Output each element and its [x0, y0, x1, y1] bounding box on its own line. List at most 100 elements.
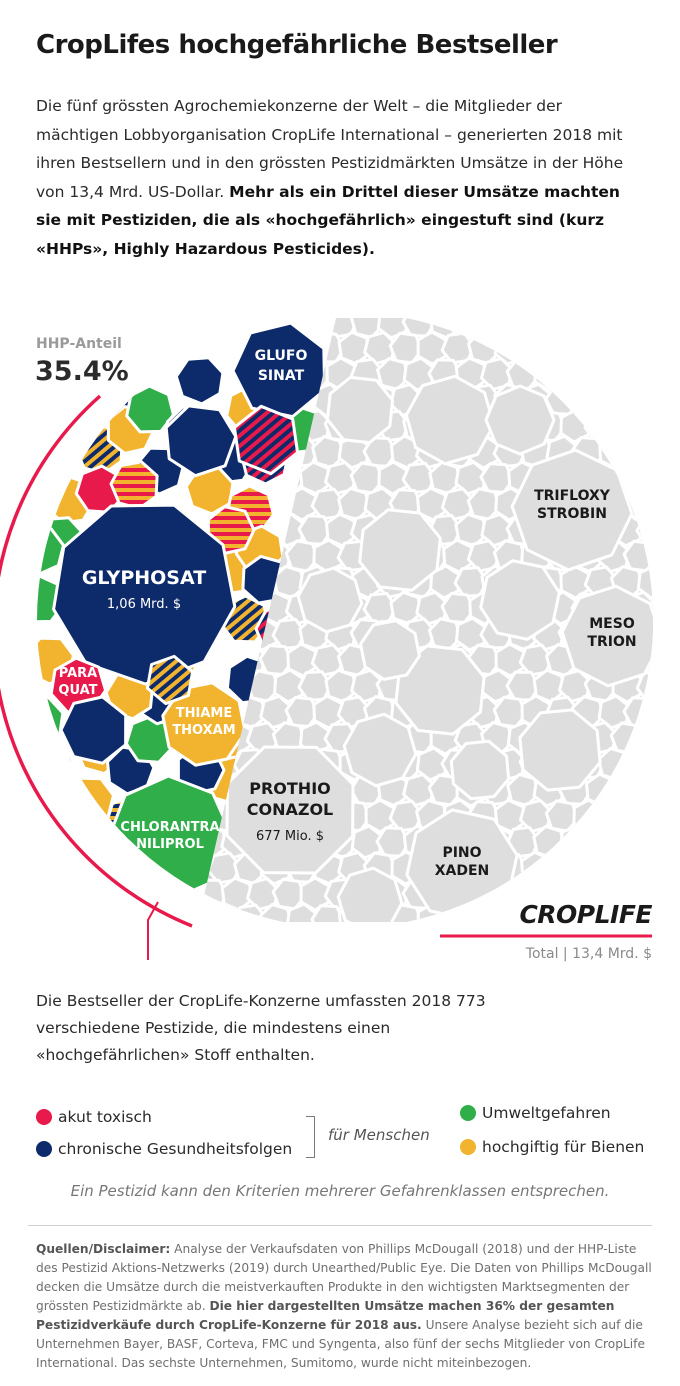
non-hhp-cell — [635, 514, 653, 546]
non-hhp-cell — [622, 435, 653, 469]
hhp-cell — [109, 460, 159, 511]
non-hhp-cell — [507, 318, 539, 340]
non-hhp-cell — [611, 824, 643, 860]
label-thiamethoxam-l2: THOXAM — [172, 723, 235, 738]
hhp-cell — [164, 404, 238, 478]
sources-text-2: Unsere Analyse bezieht sich auf die Unte… — [36, 1318, 645, 1370]
non-hhp-cell — [518, 708, 602, 792]
non-hhp-cell — [510, 448, 634, 572]
legend-item-chronisch: chronische Gesundheitsfolgen — [36, 1140, 292, 1158]
hhp-cell — [125, 384, 175, 434]
non-hhp-cell — [572, 798, 604, 834]
hhp-cell — [37, 574, 65, 624]
label-chlorantraniliprol: CHLORANTRA NILIPROL — [120, 820, 219, 852]
legend-label-akut-toxisch: akut toxisch — [58, 1108, 152, 1126]
non-hhp-cell — [545, 330, 579, 366]
total-label: Total | 13,4 Mrd. $ — [525, 946, 652, 962]
label-chlorantraniliprol-l2: NILIPROL — [136, 837, 204, 852]
non-hhp-cell — [583, 826, 619, 858]
label-paraquat-l1: PARA — [59, 666, 97, 681]
non-hhp-cell — [558, 824, 592, 860]
non-hhp-cell — [609, 318, 645, 338]
non-hhp-cell — [584, 318, 618, 340]
intro-text: Die fünf grössten Agrochemiekonzerne der… — [36, 92, 648, 263]
non-hhp-cell — [198, 318, 229, 338]
non-hhp-cell — [610, 356, 644, 392]
non-hhp-cell — [635, 358, 653, 390]
non-hhp-cell — [649, 694, 653, 730]
legend-bracket — [306, 1116, 315, 1158]
legend-label-chronisch: chronische Gesundheitsfolgen — [58, 1140, 293, 1158]
label-glyphosat: GLYPHOSAT 1,06 Mrd. $ — [82, 567, 206, 612]
non-hhp-cell — [310, 904, 346, 922]
label-chlorantraniliprol-l1: CHLORANTRA — [120, 820, 219, 835]
label-glufosinat-l1: GLUFO — [255, 348, 308, 364]
legend-dot-bienen — [460, 1139, 476, 1155]
label-pinoxaden-l2: XADEN — [435, 863, 490, 879]
hhp-cell — [37, 696, 65, 746]
non-hhp-cell — [622, 539, 653, 573]
label-thiamethoxam-l1: THIAME — [176, 706, 232, 721]
non-hhp-cell — [479, 559, 561, 641]
non-hhp-cell — [296, 566, 364, 634]
label-mesotrion-l1: MESO — [589, 616, 635, 632]
non-hhp-cell — [624, 330, 653, 366]
non-hhp-cell — [609, 721, 645, 755]
non-hhp-cell — [649, 643, 653, 677]
non-hhp-cell — [598, 850, 630, 886]
non-hhp-cell — [596, 799, 632, 833]
hhp-cell — [65, 776, 115, 826]
non-hhp-cell — [358, 508, 442, 592]
non-hhp-cell — [232, 903, 268, 922]
label-glyphosat-value: 1,06 Mrd. $ — [107, 597, 181, 612]
label-trifloxystrobin-l2: STROBIN — [537, 506, 607, 522]
non-hhp-cell — [649, 798, 653, 834]
non-hhp-cell — [637, 720, 653, 756]
non-hhp-cell — [208, 902, 240, 922]
non-hhp-cell — [650, 382, 653, 418]
non-hhp-cell — [571, 331, 605, 365]
non-hhp-cell — [648, 331, 653, 365]
non-hhp-cell — [569, 829, 631, 891]
non-hhp-cell — [572, 382, 604, 418]
hhp-share-value: 35.4% — [35, 356, 129, 387]
hhp-cell — [184, 466, 235, 516]
hhp-cell — [90, 849, 140, 899]
non-hhp-cell — [596, 383, 632, 417]
non-hhp-cell — [623, 798, 653, 834]
non-hhp-cell — [637, 318, 653, 340]
non-hhp-cell — [596, 331, 632, 365]
sources-text-1: Analyse der Verkaufsdaten von Phillips M… — [36, 1242, 652, 1313]
legend-item-bienen: hochgiftig für Bienen — [460, 1138, 644, 1156]
hhp-cell — [37, 526, 65, 576]
non-hhp-cell — [454, 318, 488, 339]
label-glyphosat-l1: GLYPHOSAT — [82, 567, 206, 589]
non-hhp-cell — [336, 866, 404, 922]
sources-disclaimer: Quellen/Disclaimer: Analyse der Verkaufs… — [36, 1240, 652, 1373]
legend-label-umwelt: Umweltgefahren — [482, 1104, 611, 1122]
label-prothioconazol-l1: PROTHIO — [249, 779, 331, 798]
label-prothioconazol: PROTHIO CONAZOL 677 Mio. $ — [247, 779, 334, 844]
label-paraquat-l2: QUAT — [58, 683, 97, 698]
non-hhp-cell — [342, 712, 418, 788]
label-glufosinat: GLUFO SINAT — [255, 348, 308, 384]
non-hhp-cell — [557, 357, 593, 391]
hhp-cell — [145, 654, 195, 706]
hhp-connector — [147, 901, 159, 960]
non-hhp-cell — [649, 850, 653, 886]
label-trifloxystrobin: TRIFLOXY STROBIN — [534, 488, 611, 522]
non-hhp-cell — [518, 332, 554, 364]
non-hhp-cell — [622, 696, 653, 728]
intro-plain: Die fünf grössten Agrochemiekonzerne der… — [36, 97, 624, 201]
croplife-brand: CROPLIFE — [519, 900, 652, 929]
non-hhp-cell — [479, 318, 515, 339]
label-pinoxaden-l1: PINO — [442, 845, 481, 861]
non-hhp-cell — [583, 409, 619, 443]
hazard-note: Ein Pestizid kann den Kriterien mehrerer… — [70, 1182, 610, 1200]
legend-dot-akut-toxisch — [36, 1109, 52, 1125]
non-hhp-cell — [650, 538, 653, 574]
non-hhp-cell — [531, 318, 567, 339]
hhp-share-label: HHP-Anteil — [36, 336, 122, 352]
non-hhp-cell — [560, 584, 653, 688]
label-mesotrion-l2: TRION — [587, 634, 636, 650]
